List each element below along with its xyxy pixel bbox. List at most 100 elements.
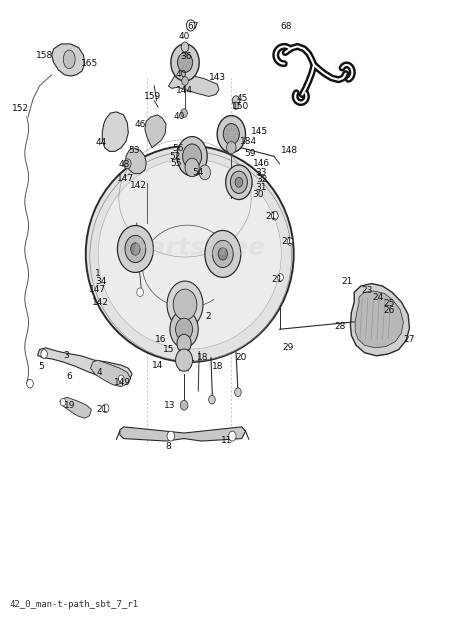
Text: 144: 144	[175, 86, 192, 95]
Text: 40: 40	[173, 112, 185, 121]
Circle shape	[171, 44, 199, 81]
Circle shape	[118, 375, 124, 383]
Text: 40: 40	[178, 32, 190, 41]
Text: 4: 4	[96, 368, 102, 377]
Text: 13: 13	[164, 400, 176, 410]
Circle shape	[177, 137, 207, 176]
Text: 36: 36	[180, 52, 191, 61]
Circle shape	[209, 396, 215, 404]
Ellipse shape	[98, 159, 281, 349]
Text: 149: 149	[114, 378, 131, 387]
Text: 59: 59	[245, 149, 256, 158]
Text: 2: 2	[205, 313, 210, 321]
Text: 3: 3	[63, 352, 69, 360]
Text: 32: 32	[256, 175, 267, 184]
Circle shape	[180, 400, 188, 410]
Circle shape	[278, 274, 283, 281]
Text: 5: 5	[38, 362, 44, 371]
Polygon shape	[145, 115, 166, 148]
Text: 28: 28	[334, 322, 346, 331]
Polygon shape	[52, 44, 85, 76]
Text: 159: 159	[144, 92, 162, 101]
Polygon shape	[126, 148, 146, 173]
Text: PartsTree: PartsTree	[132, 236, 266, 260]
Circle shape	[173, 289, 197, 320]
Text: 67: 67	[188, 22, 199, 31]
Text: 52: 52	[169, 152, 180, 161]
Circle shape	[217, 116, 246, 153]
Text: 21: 21	[281, 237, 292, 246]
Circle shape	[177, 334, 191, 353]
Circle shape	[186, 20, 195, 31]
Text: 14: 14	[152, 361, 163, 370]
Circle shape	[181, 109, 187, 118]
Circle shape	[167, 281, 203, 328]
Text: 1: 1	[95, 269, 100, 278]
Circle shape	[182, 77, 188, 85]
Circle shape	[287, 238, 293, 245]
Circle shape	[124, 159, 131, 169]
Text: 24: 24	[372, 293, 383, 301]
Text: 142: 142	[92, 298, 109, 306]
Polygon shape	[120, 427, 246, 441]
Ellipse shape	[64, 50, 75, 69]
Text: 8: 8	[165, 442, 171, 451]
Text: 54: 54	[192, 168, 204, 177]
Text: 158: 158	[36, 51, 53, 59]
Text: 30: 30	[253, 190, 264, 199]
Text: 143: 143	[209, 74, 226, 82]
Circle shape	[167, 431, 174, 441]
Text: 34: 34	[95, 277, 107, 285]
Text: 148: 148	[282, 145, 299, 155]
Text: 152: 152	[12, 104, 29, 113]
Circle shape	[205, 230, 241, 277]
Circle shape	[41, 350, 47, 358]
Circle shape	[27, 379, 33, 388]
Text: 25: 25	[383, 299, 395, 308]
Text: 21: 21	[341, 277, 352, 286]
Circle shape	[212, 240, 233, 267]
Circle shape	[60, 399, 66, 406]
Circle shape	[228, 431, 236, 441]
Text: 6: 6	[66, 371, 72, 381]
Circle shape	[175, 349, 192, 371]
Circle shape	[272, 211, 278, 220]
Text: 21: 21	[97, 405, 108, 414]
Circle shape	[175, 318, 192, 340]
Circle shape	[125, 235, 146, 262]
Text: 18: 18	[197, 353, 209, 362]
Text: 18: 18	[212, 362, 224, 371]
Circle shape	[233, 102, 239, 110]
Text: 21: 21	[265, 212, 277, 222]
Text: 147: 147	[118, 174, 135, 183]
Circle shape	[199, 165, 210, 180]
Text: 15: 15	[163, 345, 174, 354]
Text: 146: 146	[253, 159, 270, 168]
Polygon shape	[37, 348, 132, 383]
Text: 165: 165	[81, 59, 98, 68]
Text: 68: 68	[281, 22, 292, 31]
Circle shape	[227, 142, 236, 154]
Text: 26: 26	[383, 306, 395, 315]
Polygon shape	[102, 112, 128, 152]
Text: 145: 145	[251, 127, 268, 136]
Circle shape	[137, 288, 144, 297]
Circle shape	[102, 404, 109, 413]
Circle shape	[182, 144, 201, 169]
Circle shape	[223, 124, 239, 145]
Text: 42_0_man-t-path_sbt_7_r1: 42_0_man-t-path_sbt_7_r1	[9, 600, 138, 609]
Text: 27: 27	[404, 335, 415, 344]
Text: 23: 23	[361, 287, 373, 295]
Text: 33: 33	[255, 168, 266, 177]
Ellipse shape	[86, 146, 294, 362]
Text: 16: 16	[155, 335, 166, 344]
Text: 20: 20	[235, 353, 246, 362]
Text: 45: 45	[237, 93, 248, 103]
Circle shape	[181, 42, 189, 52]
Text: 147: 147	[89, 285, 106, 293]
Text: 29: 29	[283, 344, 294, 352]
Text: 48: 48	[119, 160, 130, 169]
Circle shape	[170, 311, 198, 348]
Text: 53: 53	[128, 145, 140, 155]
Circle shape	[185, 158, 199, 176]
